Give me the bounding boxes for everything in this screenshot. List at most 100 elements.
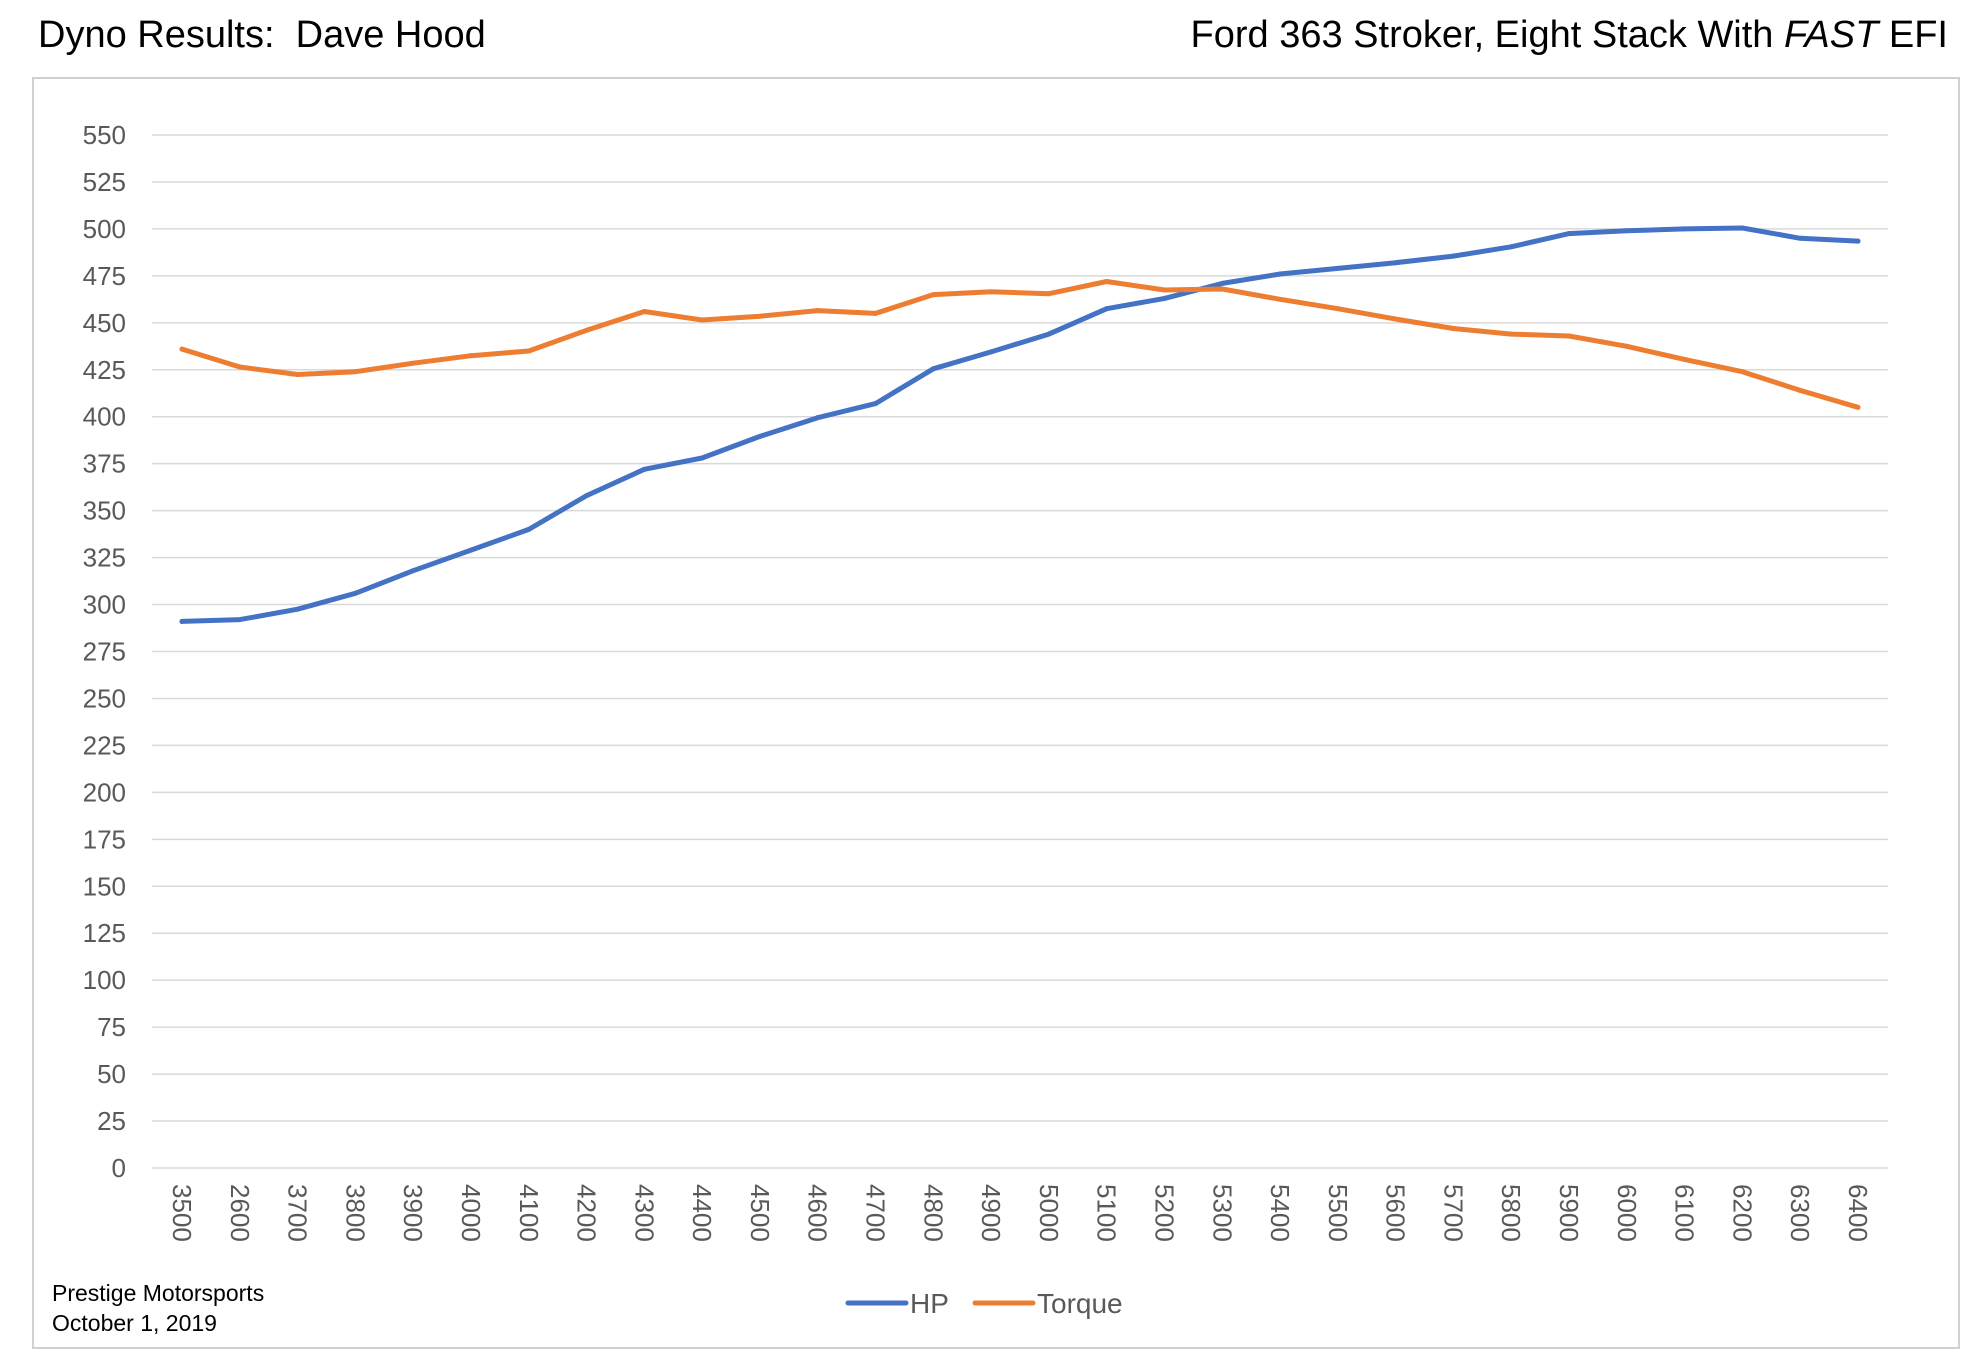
title-right-suffix: EFI [1878, 14, 1948, 56]
legend-torque-label: Torque [1037, 1288, 1123, 1319]
x-tick-label: 4100 [514, 1184, 544, 1242]
y-tick-label: 100 [83, 965, 126, 995]
x-tick-label: 6400 [1843, 1184, 1873, 1242]
y-tick-label: 200 [83, 777, 126, 807]
x-tick-label: 4500 [745, 1184, 775, 1242]
x-tick-label: 4700 [861, 1184, 891, 1242]
x-tick-label: 4300 [629, 1184, 659, 1242]
torque-point [1566, 333, 1572, 339]
torque-point [352, 369, 358, 375]
torque-point [873, 310, 879, 316]
hp-point [988, 349, 994, 355]
title-right-prefix: Ford 363 Stroker, Eight Stack With [1190, 14, 1785, 56]
torque-point [410, 360, 416, 366]
hp-point [179, 618, 185, 624]
hp-point [699, 455, 705, 461]
y-tick-label: 0 [112, 1153, 126, 1183]
x-tick-label: 4200 [572, 1184, 602, 1242]
torque-point [1739, 369, 1745, 375]
hp-point [1566, 231, 1572, 237]
torque-point [1855, 404, 1861, 410]
torque-point [699, 317, 705, 323]
x-tick-label: 3500 [167, 1184, 197, 1242]
hp-point [873, 401, 879, 407]
x-tick-label: 5800 [1496, 1184, 1526, 1242]
legend: HP Torque [845, 1288, 1123, 1319]
torque-point [1624, 343, 1630, 349]
hp-point [1161, 295, 1167, 301]
torque-point [468, 353, 474, 359]
hp-point [1508, 244, 1514, 250]
y-tick-label: 175 [83, 824, 126, 854]
torque-point [1393, 316, 1399, 322]
y-tick-label: 450 [83, 308, 126, 338]
y-tick-label: 300 [83, 590, 126, 620]
x-tick-label: 6000 [1612, 1184, 1642, 1242]
series-torque [179, 278, 1861, 410]
hp-point [1682, 226, 1688, 232]
x-tick-label: 5100 [1092, 1184, 1122, 1242]
torque-point [1797, 387, 1803, 393]
x-tick-label: 5600 [1381, 1184, 1411, 1242]
x-tick-label: 5000 [1034, 1184, 1064, 1242]
x-tick-label: 6300 [1785, 1184, 1815, 1242]
hp-point [757, 433, 763, 439]
torque-point [757, 313, 763, 319]
x-tick-label: 2600 [225, 1184, 255, 1242]
x-tick-label: 3800 [340, 1184, 370, 1242]
chart-frame [32, 77, 1960, 1349]
x-tick-label: 6200 [1727, 1184, 1757, 1242]
hp-point [1277, 271, 1283, 277]
hp-point [930, 366, 936, 372]
hp-point [1104, 306, 1110, 312]
hp-point [526, 526, 532, 532]
torque-point [1277, 296, 1283, 302]
torque-point [815, 308, 821, 314]
x-tick-label: 5200 [1149, 1184, 1179, 1242]
torque-point [1104, 278, 1110, 284]
hp-point [237, 617, 243, 623]
x-tick-label: 4400 [687, 1184, 717, 1242]
torque-line [179, 279, 1861, 410]
y-axis-labels: 0 25 50 75 100 125 150 175 200 225 250 275 300 325 350… [83, 120, 126, 1183]
hp-point [1797, 235, 1803, 241]
hp-point [410, 568, 416, 574]
x-tick-label: 4600 [803, 1184, 833, 1242]
y-tick-label: 275 [83, 637, 126, 667]
torque-point [584, 327, 590, 333]
y-tick-label: 25 [97, 1106, 126, 1136]
torque-point [1161, 287, 1167, 293]
x-tick-label: 4800 [918, 1184, 948, 1242]
hp-point [1450, 253, 1456, 259]
hp-point [295, 606, 301, 612]
y-tick-label: 525 [83, 167, 126, 197]
torque-point [1046, 291, 1052, 297]
torque-point [641, 309, 647, 315]
y-tick-label: 150 [83, 871, 126, 901]
x-tick-label: 5300 [1207, 1184, 1237, 1242]
gridlines [152, 134, 1888, 1169]
y-tick-label: 425 [83, 355, 126, 385]
hp-point [584, 493, 590, 499]
footer-company: Prestige Motorsports [52, 1280, 265, 1306]
hp-point [1393, 260, 1399, 266]
x-tick-label: 5400 [1265, 1184, 1295, 1242]
torque-point [1450, 325, 1456, 331]
hp-point [1739, 225, 1745, 231]
hp-point [1335, 265, 1341, 271]
x-tick-label: 4900 [976, 1184, 1006, 1242]
y-tick-label: 75 [97, 1012, 126, 1042]
torque-point [179, 346, 185, 352]
y-tick-label: 400 [83, 402, 126, 432]
chart-title-left: Dyno Results: Dave Hood [38, 14, 486, 56]
torque-point [1335, 306, 1341, 312]
x-tick-label: 3700 [283, 1184, 313, 1242]
hp-point [1855, 238, 1861, 244]
x-tick-label: 4000 [456, 1184, 486, 1242]
torque-point [930, 292, 936, 298]
x-tick-label: 5500 [1323, 1184, 1353, 1242]
legend-hp-label: HP [910, 1288, 949, 1319]
x-tick-label: 3900 [398, 1184, 428, 1242]
hp-line [179, 225, 1861, 624]
